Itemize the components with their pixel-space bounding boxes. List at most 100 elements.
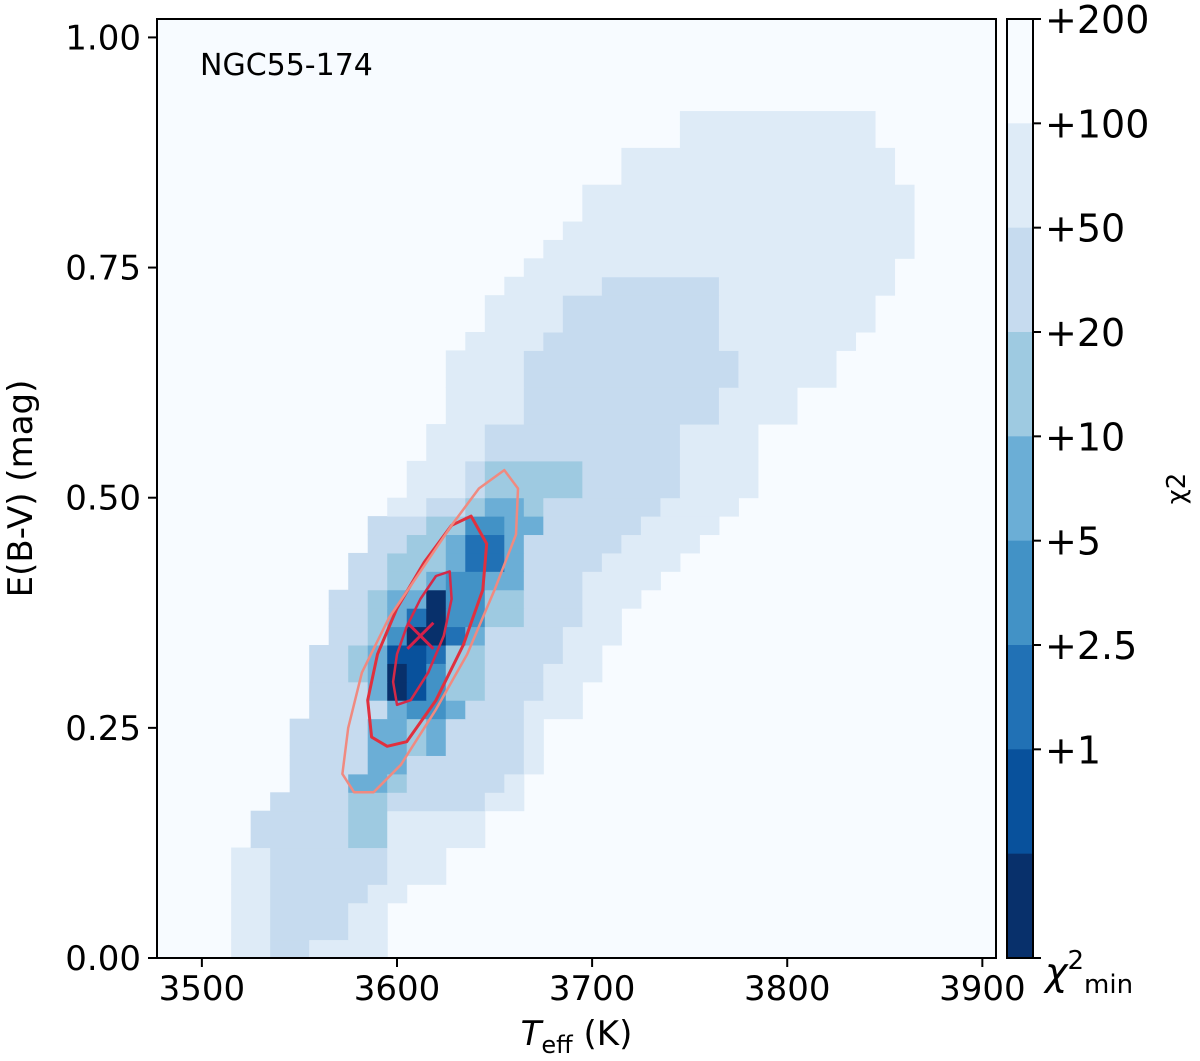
heatmap-cell: [445, 645, 486, 664]
heatmap-cell: [367, 589, 388, 609]
colorbar-segment: [1007, 19, 1033, 124]
heatmap-cell: [523, 258, 896, 278]
x-axis-label-main: T: [521, 1014, 544, 1054]
heatmap-cell: [582, 608, 622, 628]
heatmap-cell: [445, 387, 525, 425]
heatmap-cell: [523, 497, 544, 517]
heatmap-cell: [484, 295, 564, 333]
heatmap-cell: [387, 847, 447, 885]
heatmap-cell: [465, 497, 486, 517]
heatmap-cell: [270, 902, 349, 941]
heatmap-cell: [523, 589, 583, 609]
colorbar-min-sup: 2: [1068, 946, 1085, 976]
colorbar-segment: [1007, 227, 1033, 333]
heatmap-cell: [562, 626, 622, 646]
heatmap-cell: [445, 700, 466, 720]
heatmap-cell: [406, 460, 466, 499]
heatmap-cell: [367, 608, 388, 628]
heatmap-cell: [406, 755, 525, 775]
heatmap-cell: [504, 773, 525, 793]
y-tick-label: 0.25: [65, 709, 141, 749]
heatmap-cell: [387, 810, 486, 849]
heatmap-cell: [523, 700, 583, 720]
heatmap-cell: [523, 718, 544, 756]
heatmap-cell: [523, 387, 720, 425]
heatmap-cell: [465, 332, 544, 351]
y-axis-label: E(B-V) (mag): [1, 380, 41, 598]
heatmap-cell: [562, 221, 915, 241]
heatmap-cell: [289, 755, 369, 775]
heatmap-cell: [523, 534, 622, 554]
x-tick-label: 3800: [744, 969, 831, 1009]
heatmap-cell: [309, 939, 388, 959]
x-tick-label: 3700: [549, 969, 636, 1009]
heatmap-cell: [445, 350, 525, 388]
heatmap-cell: [465, 700, 525, 720]
y-axis: 0.00 0.25 0.50 0.75 1.00: [65, 18, 157, 979]
x-axis-label-unit: (K): [573, 1014, 633, 1054]
heatmap-cell: [543, 497, 661, 517]
contour-middle: [366, 514, 489, 748]
heatmap-cell: [484, 681, 544, 701]
heatmap-cell: [387, 571, 427, 591]
heatmap-cell: [328, 626, 369, 646]
heatmap-cell: [328, 589, 369, 609]
heatmap-cell: [484, 626, 564, 646]
heatmap-cell: [426, 608, 447, 628]
heatmap-cell: [601, 276, 720, 296]
colorbar-frame: [1006, 18, 1034, 959]
heatmap-cell: [523, 350, 739, 388]
colorbar-segment: [1007, 332, 1033, 437]
heatmap-cell: [387, 792, 486, 812]
heatmap-cell: [543, 681, 583, 701]
heatmap-cell: [582, 184, 915, 223]
heatmap-cell: [660, 497, 739, 517]
heatmap-cell: [543, 516, 642, 536]
confidence-contours: [341, 468, 520, 794]
heatmap-cell: [309, 681, 369, 701]
heatmap-cell: [270, 884, 369, 904]
heatmap-cell: [523, 608, 583, 628]
heatmap-cell: [445, 718, 525, 756]
heatmap-cell: [367, 534, 408, 554]
heatmap-cell: [445, 552, 466, 572]
heatmap-cell: [718, 332, 857, 351]
heatmap-cell: [250, 810, 349, 849]
heatmap-cell: [309, 663, 349, 683]
colorbar-segment: [1007, 749, 1033, 855]
heatmap-cell: [582, 571, 661, 591]
heatmap-cell: [543, 663, 603, 683]
x-axis-label-sub: eff: [541, 1031, 573, 1059]
heatmap-cell: [426, 424, 486, 462]
colorbar-tick-label: +20: [1045, 311, 1125, 355]
heatmap-cell: [445, 534, 466, 554]
heatmap-cell: [348, 810, 388, 849]
heatmap-cell: [562, 645, 603, 664]
heatmap-cell: [406, 773, 505, 793]
heatmap-cell: [348, 792, 388, 812]
heatmap-cell: [348, 571, 388, 591]
heatmap-cell: [679, 460, 759, 499]
heatmap-cell: [738, 350, 837, 388]
heatmap-cell: [406, 663, 427, 683]
heatmap-cell: [523, 460, 583, 499]
heatmap-cell: [426, 718, 447, 756]
heatmap-cell: [270, 847, 388, 885]
heatmap-cell: [445, 571, 486, 591]
heatmap-cell: [484, 663, 544, 683]
heatmap-cell: [387, 681, 408, 701]
heatmap-cell: [679, 424, 759, 462]
colorbar-tick-label: +1: [1045, 728, 1101, 772]
heatmap-cell: [367, 516, 427, 536]
colorbar-tick-label: +200: [1045, 0, 1149, 42]
heatmap-cell: [406, 700, 447, 720]
heatmap-cell: [445, 663, 486, 683]
heatmap-cell: [718, 276, 896, 296]
heatmap-cell: [445, 681, 486, 701]
heatmap-cell: [231, 884, 271, 904]
heatmap-cell: [309, 700, 388, 720]
contour-outer: [341, 468, 520, 794]
heatmap-cell: [348, 902, 388, 941]
heatmap-cell: [348, 645, 369, 664]
y-tick-label: 0.50: [65, 479, 141, 519]
